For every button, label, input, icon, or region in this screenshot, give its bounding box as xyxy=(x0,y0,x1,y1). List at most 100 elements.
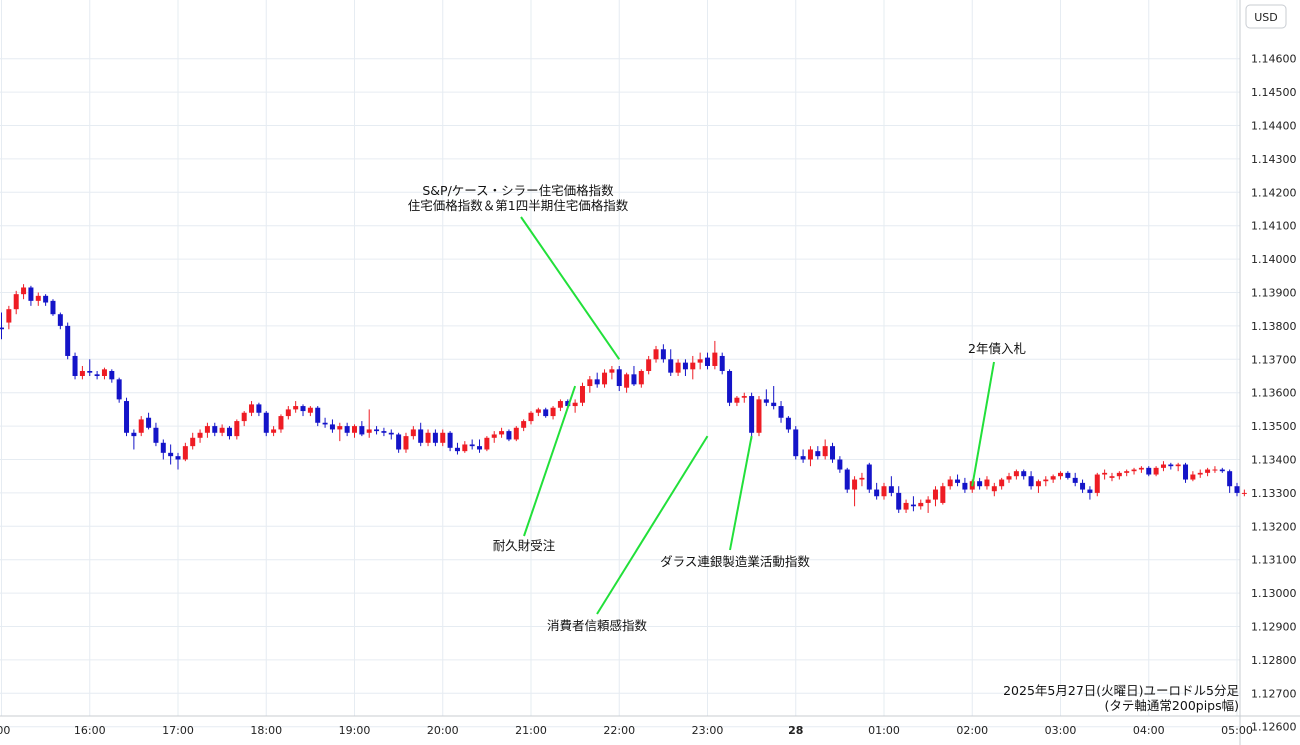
candle xyxy=(1219,467,1225,473)
candle xyxy=(881,482,887,500)
candle xyxy=(484,436,490,452)
y-tick-label: 1.14400 xyxy=(1251,120,1297,133)
annotation-leader-line xyxy=(520,216,621,360)
candle-body xyxy=(1131,469,1137,472)
candle-body xyxy=(366,429,372,433)
candle xyxy=(190,432,196,450)
candle-body xyxy=(1219,469,1225,472)
price-axis[interactable]: 1.14600 1.14500 1.14400 1.14300 1.14200 1.141… xyxy=(1251,53,1297,734)
annotation-label: 耐久財受注 xyxy=(493,538,556,553)
candle xyxy=(35,292,41,306)
candle xyxy=(182,442,188,462)
candle xyxy=(1190,471,1196,482)
candle xyxy=(337,422,343,442)
candle xyxy=(734,396,740,407)
candle-body xyxy=(1124,471,1130,473)
candle-body xyxy=(991,486,997,492)
candle-body xyxy=(535,409,541,413)
candle-body xyxy=(374,429,380,432)
candle xyxy=(602,369,608,388)
time-axis[interactable]: :00 16:00 17:00 18:00 19:00 20:00 21:00 22:00 23… xyxy=(0,724,1253,737)
y-tick-label: 1.13900 xyxy=(1251,287,1297,300)
candle-body xyxy=(226,427,232,437)
candle-body xyxy=(852,479,858,490)
candle-body xyxy=(1168,464,1174,467)
candle xyxy=(925,496,931,513)
candle-body xyxy=(521,421,527,428)
candle-body xyxy=(896,492,902,510)
candle xyxy=(1087,486,1093,500)
candle xyxy=(57,312,63,330)
y-tick-label: 1.14500 xyxy=(1251,86,1297,99)
candle-body xyxy=(874,489,880,497)
candle xyxy=(528,411,534,425)
candle xyxy=(300,404,306,417)
candle-body xyxy=(352,426,357,433)
candle-body xyxy=(322,422,328,425)
candle xyxy=(491,431,497,443)
candle-body xyxy=(241,412,247,422)
y-tick-label: 1.13500 xyxy=(1251,420,1297,433)
candle xyxy=(381,427,387,437)
candle-body xyxy=(160,442,166,453)
candle-body xyxy=(822,446,828,457)
candle xyxy=(579,382,585,407)
candle xyxy=(932,486,938,507)
candle-body xyxy=(962,482,968,490)
annotation-leader-line xyxy=(971,361,995,487)
candle xyxy=(918,499,924,510)
candle xyxy=(499,427,505,438)
candle-body xyxy=(631,374,637,385)
caption: 2025年5月27日(火曜日)ユーロドル5分足 (タテ軸通常200pips幅) xyxy=(1003,683,1239,713)
candle-body xyxy=(1072,477,1078,483)
candle-body xyxy=(844,469,850,490)
candle xyxy=(1175,462,1181,472)
candle-body xyxy=(13,294,19,310)
candle xyxy=(977,477,983,490)
candle xyxy=(160,439,166,460)
candle xyxy=(1109,472,1115,482)
y-tick-label: 1.13000 xyxy=(1251,587,1297,600)
candle xyxy=(749,392,755,440)
candle xyxy=(175,452,181,470)
caption-line-2: (タテ軸通常200pips幅) xyxy=(1105,698,1239,713)
candle xyxy=(418,422,424,447)
candle xyxy=(477,439,483,453)
candle-body xyxy=(690,362,696,370)
candle xyxy=(1234,482,1240,497)
candle xyxy=(1146,466,1152,477)
candle-body xyxy=(197,432,203,438)
candle-body xyxy=(491,434,497,438)
candle xyxy=(256,402,262,417)
annotation: ダラス連銀製造業活動指数 xyxy=(660,435,810,569)
candle xyxy=(21,284,27,300)
candle xyxy=(771,386,777,410)
candle-body xyxy=(94,374,100,376)
candle-body xyxy=(1028,476,1034,487)
candle xyxy=(837,456,843,473)
candle-body xyxy=(675,362,681,373)
candle xyxy=(660,344,666,363)
candle-body xyxy=(204,426,210,433)
candle-body xyxy=(300,406,306,412)
candle xyxy=(874,482,880,500)
candle xyxy=(646,355,652,375)
candle xyxy=(410,426,416,440)
x-tick-label: 02:00 xyxy=(956,724,988,737)
candle xyxy=(13,290,19,315)
y-tick-label: 1.13100 xyxy=(1251,554,1297,567)
candle xyxy=(624,372,630,393)
candle-body xyxy=(932,489,938,500)
candle xyxy=(903,499,909,513)
candle-body xyxy=(1050,476,1056,480)
candle-body xyxy=(984,479,990,487)
candle xyxy=(631,365,637,387)
candle-body xyxy=(1109,476,1115,478)
candle xyxy=(344,422,350,437)
candle-body xyxy=(1241,492,1247,494)
candle xyxy=(425,429,431,447)
y-tick-label: 1.14100 xyxy=(1251,220,1297,233)
candle-body xyxy=(771,402,777,407)
candle-body xyxy=(271,429,277,433)
candle xyxy=(366,409,372,438)
